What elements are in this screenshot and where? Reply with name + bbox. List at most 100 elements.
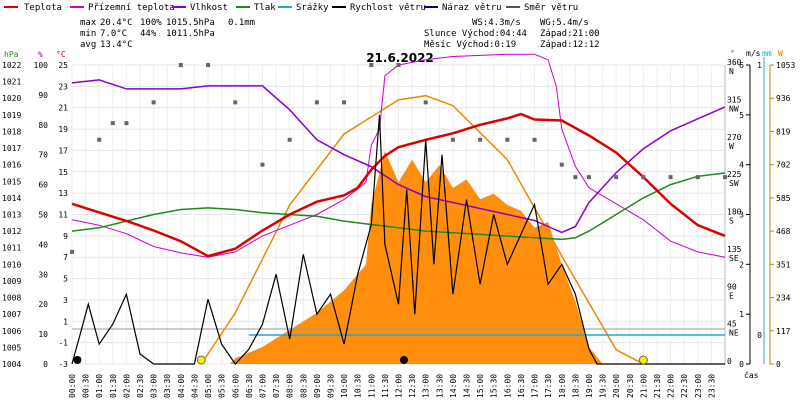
wind-direction-dot [478,137,483,142]
stat-sunset: Západ:21:00 [540,29,600,39]
time-tick-label: 01:30 [109,374,118,398]
sunrise-marker [196,355,206,365]
c-tick-label: 17 [58,146,68,155]
time-tick-label: 23:30 [707,374,716,398]
series-humidity [71,79,726,234]
time-tick-label: 20:00 [612,374,621,398]
time-tick-label: 22:30 [680,374,689,398]
dir-tick-label: E [729,291,734,300]
hpa-tick-label: 1009 [2,277,21,286]
pct-tick-label: 50 [38,211,48,220]
series-temperature [71,112,726,258]
time-tick-label: 19:00 [585,374,594,398]
stat-wind-gust: WG:5.4m/s [540,18,589,28]
hpa-tick-label: 1007 [2,310,21,319]
stat-min-pressure: 1011.5hPa [166,29,215,39]
pct-tick-label: 0 [43,360,48,369]
wind-direction-dot [532,137,537,142]
wind-direction-dot [233,100,238,105]
pct-tick-label: 100 [34,61,49,70]
ms-tick-label: 0 [739,360,744,369]
c-tick-label: -1 [58,339,68,348]
deg-tick-label: 45 [727,320,737,329]
wind-direction-dot [70,249,74,254]
hpa-tick-label: 1016 [2,161,21,170]
wind-direction-dot [287,137,292,142]
hpa-tick-label: 1010 [2,260,21,269]
time-tick-label: 10:30 [354,374,363,398]
moon-set-marker [399,356,408,364]
time-tick-label: 16:00 [503,374,512,398]
time-tick-label: 11:30 [381,374,390,398]
time-tick-label: 15:30 [490,374,499,398]
time-tick-label: 11:00 [367,374,376,398]
hpa-tick-label: 1013 [2,211,21,220]
wind-direction-dot [369,63,374,67]
hpa-tick-label: 1014 [2,194,21,203]
time-tick-label: 05:00 [204,374,213,398]
pct-tick-label: 70 [38,151,48,160]
stat-max-label: max [80,18,97,28]
c-tick-label: 19 [58,125,68,134]
chart-title: 21.6.2022 [366,51,434,65]
time-tick-label: 14:00 [449,374,458,398]
legend-wind-speed: Rychlost větru [350,3,426,13]
hpa-tick-label: 1018 [2,127,21,136]
pct-tick-label: 60 [38,181,48,190]
wind-direction-dot [178,63,183,67]
deg-tick-label: 315 [727,95,742,104]
unit-ms: m/s [746,49,761,58]
sunset-marker [638,355,648,365]
pct-tick-label: 80 [38,121,48,130]
wind-direction-dot [151,100,156,105]
legend-humidity: Vlhkost [190,3,228,13]
time-tick-label: 16:30 [517,374,526,398]
unit-degree: ° [730,49,735,58]
time-tick-label: 03:00 [150,374,159,398]
w-tick-label: 117 [776,327,791,336]
legend-ground-temperature: Přízemní teplota [88,3,175,13]
wind-direction-dot [124,121,129,126]
time-tick-label: 07:30 [272,374,281,398]
legend-rain: Srážky [296,3,329,13]
c-tick-label: 21 [58,104,68,113]
c-tick-label: 5 [63,275,68,284]
time-tick-label: 02:30 [136,374,145,398]
wind-direction-dot [450,137,455,142]
wind-direction-dot [314,100,319,105]
wind-direction-dot [668,175,673,180]
mm-tick-label: 1 [757,61,762,70]
stat-max-pressure: 1015.5hPa [166,18,215,28]
markers [70,63,727,365]
w-tick-label: 819 [776,127,791,136]
c-tick-label: -3 [58,360,68,369]
stat-max-humidity: 100% [140,18,162,28]
c-tick-label: 1 [63,317,68,326]
time-tick-label: 21:30 [653,374,662,398]
stat-moonset: Západ:12:12 [540,40,600,50]
dir-tick-label: NE [729,329,739,338]
series-solar-theoretical [200,94,644,365]
wind-direction-dot [260,162,265,167]
wind-direction-dot [505,137,510,142]
time-tick-label: 00:30 [82,374,91,398]
time-tick-label: 14:30 [463,374,472,398]
time-tick-label: 19:30 [599,374,608,398]
pct-tick-label: 20 [38,300,48,309]
hpa-tick-label: 1006 [2,327,21,336]
stat-avg-label: avg [80,40,96,50]
wind-direction-dot [559,162,564,167]
hpa-tick-label: 1012 [2,227,21,236]
hpa-tick-label: 1017 [2,144,21,153]
x-axis-label: čas [744,370,759,380]
ms-tick-label: 4 [739,161,744,170]
stat-sunrise: Slunce Východ:04:44 [424,29,527,39]
hpa-tick-label: 1021 [2,78,21,87]
w-tick-label: 468 [776,227,791,236]
stat-min-label: min [80,29,96,39]
ms-tick-label: 1 [739,310,744,319]
hpa-tick-label: 1005 [2,343,21,352]
c-tick-label: 23 [58,82,68,91]
